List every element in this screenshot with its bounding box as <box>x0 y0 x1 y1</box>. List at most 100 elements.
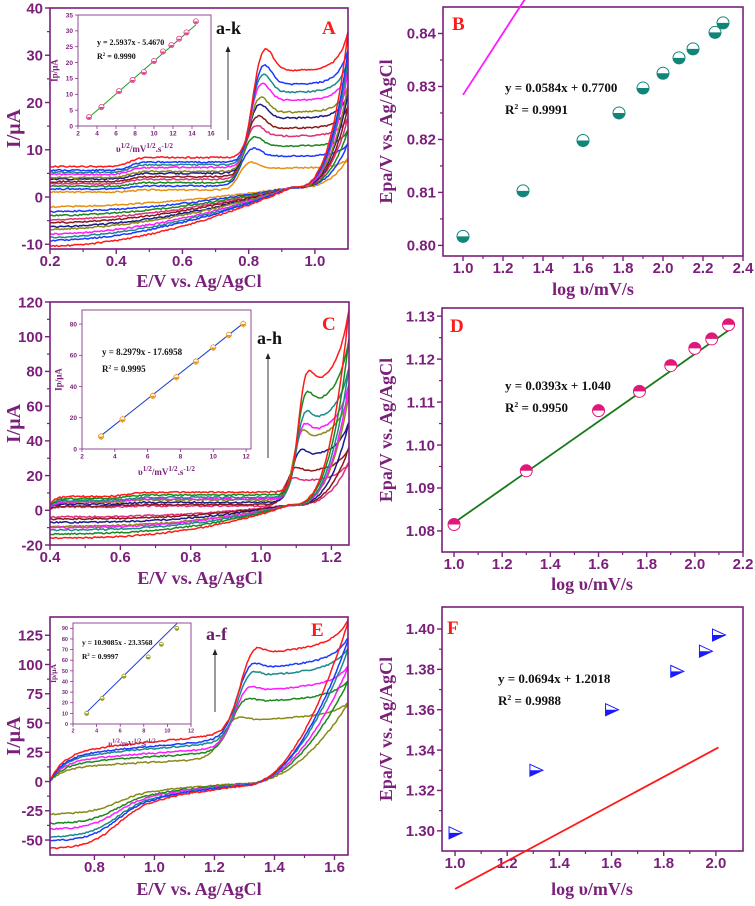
r-squared-superscript: 2 <box>514 102 518 111</box>
data-point-fill <box>121 676 126 679</box>
x-tick-label: 0.6 <box>110 549 131 566</box>
r-squared: R2 = 0.9991 <box>505 102 568 117</box>
data-point-fill <box>152 60 156 63</box>
y-tick-label: 1.13 <box>406 308 435 325</box>
data-point-fill <box>150 395 155 398</box>
fit-equation: y = 2.5937x - 5.4670 <box>97 38 164 47</box>
y-tick-label: 70 <box>62 648 68 654</box>
x-tick-label: 1.2 <box>497 855 518 872</box>
inset-x-title-superscript: -1/2 <box>183 465 195 473</box>
cv-curve-b <box>50 142 348 213</box>
r-squared-superscript: 2 <box>514 400 518 409</box>
y-tick-label: 0 <box>35 503 43 520</box>
x-tick-label: 0.8 <box>180 549 201 566</box>
r-squared-symbol: R <box>505 400 515 415</box>
inset-x-title-part: υ <box>116 144 121 154</box>
data-point-fill <box>177 38 182 41</box>
inset-background <box>73 623 191 724</box>
cv-curve-j <box>50 49 348 242</box>
x-tick-label: 0.2 <box>40 253 61 270</box>
y-tick-label: 20 <box>66 60 74 67</box>
data-point-fill <box>84 713 89 716</box>
x-tick-label: 6 <box>114 131 118 138</box>
r-squared-value: = 0.9950 <box>518 400 568 415</box>
x-tick-label: 1.0 <box>453 260 474 277</box>
inset-x-title-part: .s <box>141 739 146 748</box>
x-tick-label: 1.0 <box>444 556 465 573</box>
data-point-fill <box>577 140 589 147</box>
data-point-fill <box>87 117 92 120</box>
y-axis-title: I/μA <box>3 716 25 756</box>
x-tick-label: 2 <box>76 131 80 138</box>
x-tick-label: 0.4 <box>40 549 62 566</box>
data-point-fill <box>174 628 179 631</box>
data-point-fill <box>99 436 104 439</box>
panel-letter: B <box>452 14 465 35</box>
r-squared-symbol: R <box>498 693 508 708</box>
cv-curve-g <box>50 338 349 536</box>
y-tick-label: 25 <box>26 745 43 762</box>
x-tick-label: 1.2 <box>321 549 342 566</box>
inset-x-title-part: /mV <box>129 144 147 154</box>
y-tick-label: 40 <box>26 433 43 450</box>
x-tick-label: 1.2 <box>493 260 514 277</box>
y-tick-label: 50 <box>26 715 43 732</box>
plot-frame <box>441 606 744 852</box>
x-tick-label: 1.0 <box>144 859 165 876</box>
x-tick-label: 1.4 <box>549 855 571 872</box>
y-tick-label: 1.34 <box>406 742 436 759</box>
x-tick-label: 10 <box>164 729 170 735</box>
y-tick-label: 40 <box>26 0 43 17</box>
r-squared-symbol: R <box>82 652 88 661</box>
fit-equation: y = 10.9085x - 23.3568 <box>82 638 153 647</box>
x-tick-label: 1.2 <box>492 556 513 573</box>
data-point-fill <box>688 342 701 349</box>
cv-curves <box>50 31 348 248</box>
panel-letter: E <box>311 620 324 641</box>
data-point-fill <box>448 518 461 525</box>
panel-letter: F <box>447 618 459 639</box>
panel-letter: C <box>322 314 336 335</box>
y-tick-label: 20 <box>26 468 43 485</box>
y-tick-label: 80 <box>26 364 43 381</box>
x-tick-label: 2 <box>80 454 84 461</box>
r-squared-symbol: R <box>505 102 515 117</box>
y-tick-label: 1.10 <box>406 437 435 454</box>
data-point-fill <box>169 45 174 48</box>
cv-curve-h <box>50 308 349 540</box>
x-tick-label: 4 <box>95 131 99 138</box>
cv-curve-f <box>50 366 349 532</box>
y-axis-title: I/μA <box>3 108 25 148</box>
inset-x-title-superscript: -1/2 <box>146 738 156 744</box>
y-tick-label: 100 <box>18 657 43 674</box>
x-tick-label: 0.8 <box>238 253 259 270</box>
y-tick-label: 1.11 <box>407 394 435 411</box>
cv-curve-e <box>50 383 349 530</box>
plot-frame <box>441 307 744 553</box>
inset-y-axis-title: Ip/μA <box>53 368 63 391</box>
x-tick-label: 12 <box>242 454 250 461</box>
data-point-fill <box>161 51 166 54</box>
r-squared-superscript: 2 <box>87 652 90 657</box>
x-tick-label: 1.6 <box>324 859 345 876</box>
inset-x-title-superscript: 1/2 <box>112 738 120 744</box>
y-tick-label: 0 <box>35 189 43 206</box>
y-tick-label: 75 <box>26 686 43 703</box>
y-axis-title: Epa/V vs. Ag/AgCl <box>376 59 396 203</box>
r-squared-value: = 0.9991 <box>518 102 568 117</box>
data-point-fill <box>637 88 649 95</box>
x-tick-label: 2 <box>71 729 74 735</box>
y-tick-label: 1.32 <box>406 783 435 800</box>
fit-line <box>462 0 526 96</box>
inset-x-title-superscript: 1/2 <box>146 142 156 150</box>
inset-x-title-part: υ <box>108 739 112 748</box>
x-tick-label: 2.0 <box>705 855 726 872</box>
data-point-fill <box>226 334 231 337</box>
y-tick-label: 20 <box>62 701 68 707</box>
cv-curve-b <box>50 446 349 521</box>
arrow-head-icon <box>265 353 271 359</box>
inset-x-axis-title: υ1/2/mV1/2.s-1/2 <box>108 738 155 747</box>
arrow-head-icon <box>212 649 218 655</box>
r-squared-superscript: 2 <box>109 364 112 370</box>
